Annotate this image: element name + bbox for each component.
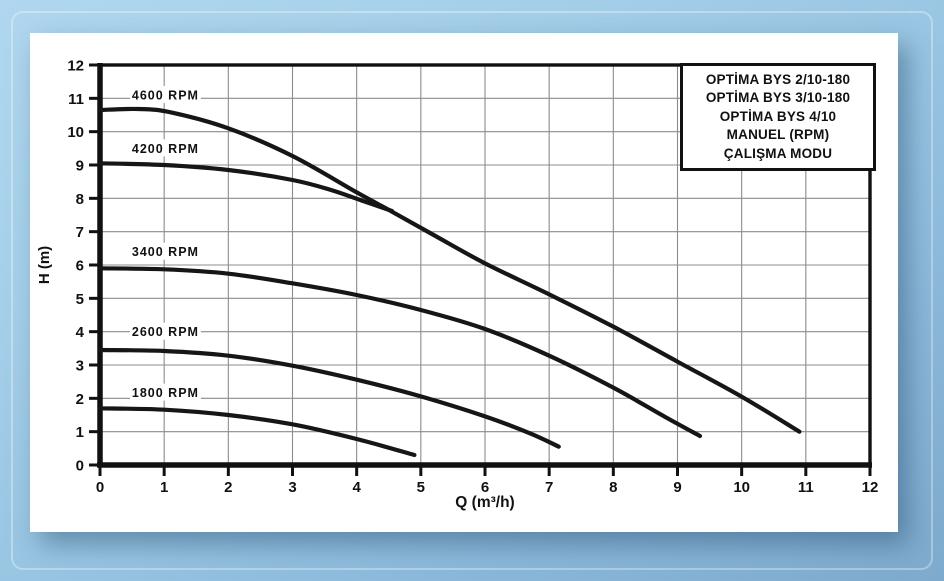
- curve-label-3400-rpm: 3400 RPM: [132, 245, 199, 259]
- x-tick-label: 10: [733, 479, 750, 496]
- y-tick-label: 12: [67, 58, 84, 75]
- legend-line-mode-name: ÇALIŞMA MODU: [723, 145, 833, 161]
- x-tick-label: 3: [288, 479, 296, 496]
- y-tick-label: 2: [76, 391, 84, 408]
- curve-label-4200-rpm: 4200 RPM: [132, 142, 199, 156]
- y-tick-label: 7: [76, 224, 84, 241]
- y-tick-label: 8: [76, 191, 84, 208]
- x-tick-label: 9: [673, 479, 681, 496]
- x-tick-label: 8: [609, 479, 617, 496]
- curve-label-backing: [130, 86, 201, 103]
- background-decorative-frame: [11, 11, 933, 570]
- y-axis-title: H (m): [36, 246, 53, 284]
- curve-label-backing: [130, 383, 201, 401]
- x-tick-label: 1: [160, 479, 168, 496]
- curve-4200-rpm: [97, 161, 395, 214]
- y-tick-label: 11: [68, 91, 84, 108]
- curve-label-backing: [130, 139, 201, 157]
- y-tick-label: 4: [76, 324, 85, 341]
- x-tick-label: 2: [224, 479, 232, 496]
- chart-legend-box: OPTİMA BYS 2/10-180 OPTİMA BYS 3/10-180 …: [680, 63, 876, 171]
- x-tick-label: 4: [352, 479, 361, 496]
- x-axis-title: Q (m³/h): [455, 494, 514, 511]
- y-tick-label: 6: [76, 258, 84, 275]
- y-tick-label: 1: [76, 424, 84, 441]
- x-tick-label: 0: [96, 479, 104, 496]
- curve-3400-rpm: [97, 266, 703, 439]
- x-tick-label: 11: [798, 479, 814, 496]
- curve-label-2600-rpm: 2600 RPM: [132, 325, 199, 339]
- y-tick-label: 10: [67, 124, 84, 141]
- x-tick-label: 6: [481, 479, 489, 496]
- chart-panel: 0 1 2 3 4 5 6 7 8 9 10 11 12 0 1 2 3 4 5 6 7 8 9 10 11 12 H (m) Q (…: [30, 33, 898, 532]
- y-tick-label: 3: [76, 358, 84, 375]
- x-tick-label: 7: [545, 479, 553, 496]
- y-tick-label: 0: [76, 458, 84, 475]
- x-tick-label: 12: [862, 479, 879, 496]
- y-tick-label: 9: [76, 158, 84, 175]
- curve-1800-rpm: [97, 406, 417, 458]
- curve-4600-rpm: [97, 106, 802, 434]
- legend-line-model-2: OPTİMA BYS 3/10-180: [705, 90, 851, 106]
- curve-label-backing: [130, 242, 201, 260]
- legend-line-model-1: OPTİMA BYS 2/10-180: [705, 71, 851, 87]
- x-tick-label: 5: [417, 479, 425, 496]
- y-tick-label: 5: [76, 291, 84, 308]
- legend-line-model-3: OPTİMA BYS 4/10: [719, 108, 837, 124]
- curve-label-backing: [130, 322, 201, 340]
- legend-line-mode-rpm: MANUEL (RPM): [726, 127, 830, 143]
- curve-label-1800-rpm: 1800 RPM: [132, 386, 199, 400]
- curve-2600-rpm: [97, 347, 561, 449]
- curve-label-4600-rpm: 4600 RPM: [132, 89, 199, 103]
